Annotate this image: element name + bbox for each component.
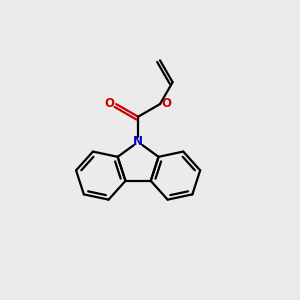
- Text: O: O: [161, 97, 172, 110]
- Text: N: N: [133, 136, 143, 148]
- Text: O: O: [105, 97, 115, 110]
